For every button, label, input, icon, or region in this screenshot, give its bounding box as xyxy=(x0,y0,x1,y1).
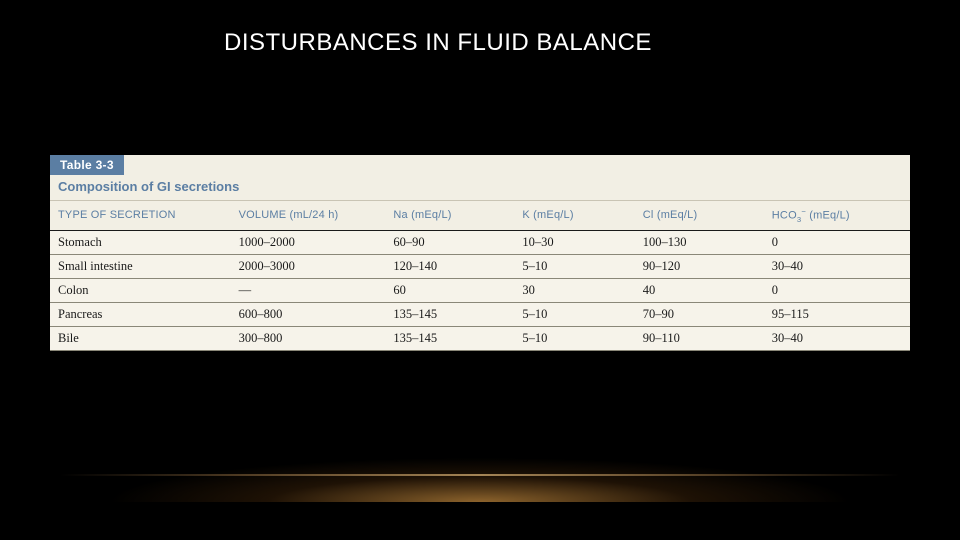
cell: 135–145 xyxy=(385,302,514,326)
col-header-volume: VOLUME (mL/24 h) xyxy=(231,201,386,230)
table-row: Stomach 1000–2000 60–90 10–30 100–130 0 xyxy=(50,230,910,254)
table-header-row: TYPE OF SECRETION VOLUME (mL/24 h) Na (m… xyxy=(50,201,910,230)
cell: Stomach xyxy=(50,230,231,254)
cell: 60 xyxy=(385,278,514,302)
cell: 0 xyxy=(764,230,910,254)
col-header-k: K (mEq/L) xyxy=(514,201,634,230)
cell: 90–120 xyxy=(635,254,764,278)
table-badge: Table 3-3 xyxy=(50,155,124,175)
cell: 135–145 xyxy=(385,326,514,350)
cell: 30–40 xyxy=(764,326,910,350)
cell: 10–30 xyxy=(514,230,634,254)
cell: 1000–2000 xyxy=(231,230,386,254)
bottom-glow xyxy=(0,412,960,502)
cell: 5–10 xyxy=(514,254,634,278)
cell: 100–130 xyxy=(635,230,764,254)
cell: Small intestine xyxy=(50,254,231,278)
col-header-cl: Cl (mEq/L) xyxy=(635,201,764,230)
cell: 5–10 xyxy=(514,302,634,326)
cell: 120–140 xyxy=(385,254,514,278)
table-row: Small intestine 2000–3000 120–140 5–10 9… xyxy=(50,254,910,278)
gi-secretions-table: TYPE OF SECRETION VOLUME (mL/24 h) Na (m… xyxy=(50,201,910,351)
cell: 30 xyxy=(514,278,634,302)
cell: Pancreas xyxy=(50,302,231,326)
bottom-glow-line xyxy=(60,474,900,476)
cell: 40 xyxy=(635,278,764,302)
cell: 5–10 xyxy=(514,326,634,350)
cell: — xyxy=(231,278,386,302)
table-row: Bile 300–800 135–145 5–10 90–110 30–40 xyxy=(50,326,910,350)
cell: 90–110 xyxy=(635,326,764,350)
col-header-hco3: HCO3− (mEq/L) xyxy=(764,201,910,230)
cell: Colon xyxy=(50,278,231,302)
cell: 95–115 xyxy=(764,302,910,326)
col-header-type: TYPE OF SECRETION xyxy=(50,201,231,230)
table-caption: Composition of GI secretions xyxy=(50,175,910,201)
cell: Bile xyxy=(50,326,231,350)
cell: 300–800 xyxy=(231,326,386,350)
cell: 70–90 xyxy=(635,302,764,326)
slide-title: DISTURBANCES IN FLUID BALANCE xyxy=(224,28,652,58)
cell: 0 xyxy=(764,278,910,302)
table-row: Pancreas 600–800 135–145 5–10 70–90 95–1… xyxy=(50,302,910,326)
cell: 60–90 xyxy=(385,230,514,254)
table-row: Colon — 60 30 40 0 xyxy=(50,278,910,302)
col-header-na: Na (mEq/L) xyxy=(385,201,514,230)
cell: 2000–3000 xyxy=(231,254,386,278)
cell: 30–40 xyxy=(764,254,910,278)
table-container: Table 3-3 Composition of GI secretions T… xyxy=(50,155,910,351)
cell: 600–800 xyxy=(231,302,386,326)
